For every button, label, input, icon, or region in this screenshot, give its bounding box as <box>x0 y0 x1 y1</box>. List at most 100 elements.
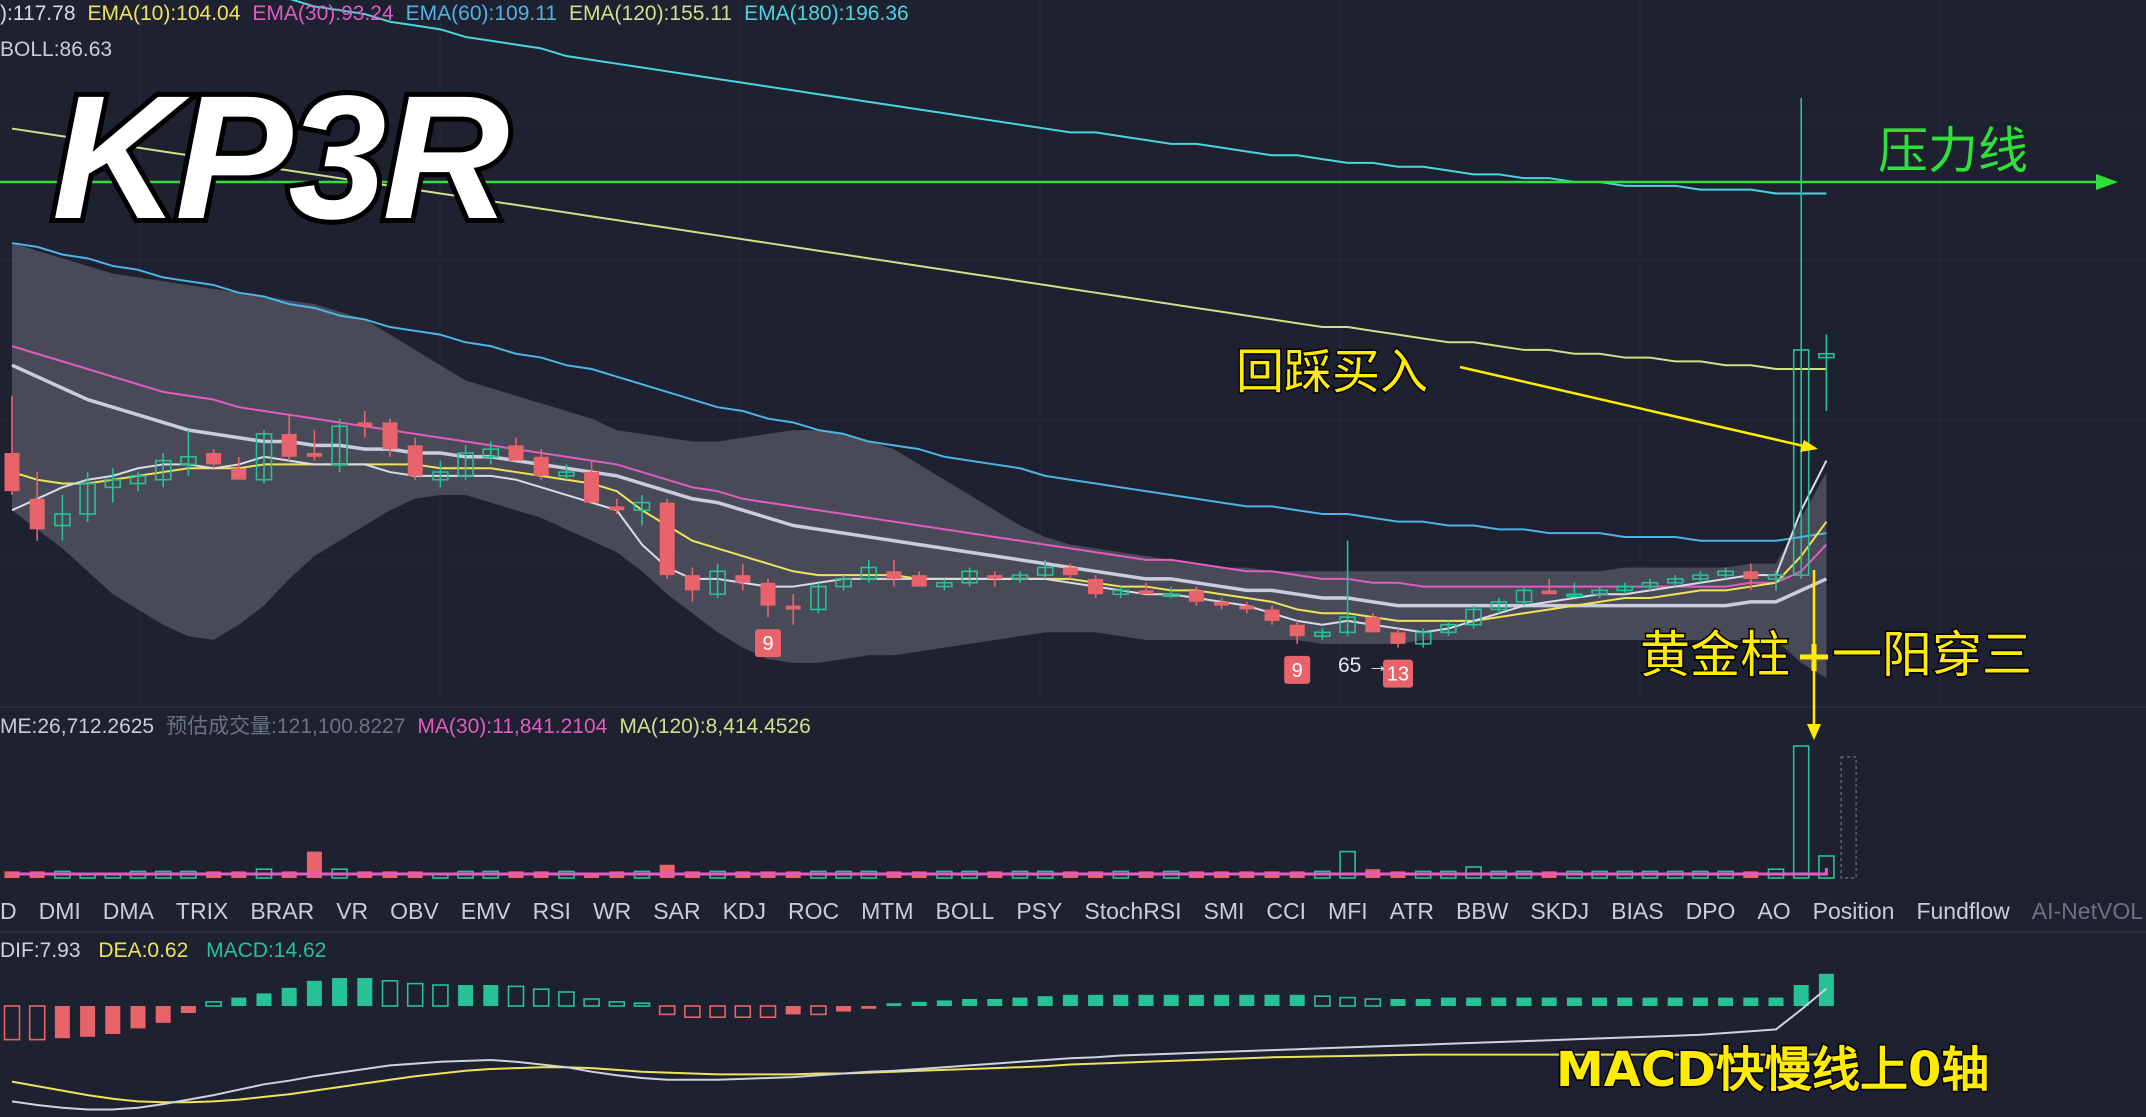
macd-dea-line <box>11 1053 1827 1104</box>
macd-bar <box>861 1006 877 1009</box>
indicator-tab-vr[interactable]: VR <box>336 897 369 924</box>
macd-bar <box>357 978 373 1006</box>
candle-body <box>1011 574 1029 580</box>
candle-body <box>1692 574 1709 580</box>
indicator-tab-cci[interactable]: CCI <box>1266 897 1307 924</box>
candle-body <box>281 433 297 457</box>
td-marker <box>755 629 781 658</box>
macd-bar <box>1440 997 1456 1006</box>
plus-sign <box>1800 644 1828 671</box>
indicator-tab-emv[interactable]: EMV <box>460 897 511 924</box>
indicator-tab-stochrsi[interactable]: StochRSI <box>1084 897 1182 924</box>
candle-body <box>54 513 71 527</box>
macd-bar <box>684 1005 701 1018</box>
ema60-line <box>11 242 1827 542</box>
legend-item: ME:26,712.2625 <box>0 715 154 738</box>
candle-body <box>1414 631 1432 645</box>
indicator-tab-skdj[interactable]: SKDJ <box>1530 897 1590 924</box>
candle-body <box>1541 590 1557 595</box>
volume-bar <box>1339 850 1356 879</box>
candle-body <box>482 448 500 458</box>
macd-bar <box>1214 994 1230 1006</box>
candle-body <box>886 571 902 579</box>
macd-bar <box>381 979 399 1007</box>
indicator-tab-fundflow[interactable]: Fundflow <box>1916 897 2010 924</box>
macd-bar <box>1364 998 1382 1007</box>
indicator-tab-obv[interactable]: OBV <box>390 897 439 924</box>
candle-body <box>1743 571 1759 579</box>
td-marker <box>1383 659 1413 688</box>
candle-body <box>936 581 953 588</box>
candle-body <box>357 422 373 427</box>
macd-bar <box>1793 985 1809 1006</box>
macd-bar <box>1163 994 1179 1006</box>
candle-body <box>1339 616 1356 634</box>
candle-body <box>1717 570 1734 576</box>
indicator-tab-kdj[interactable]: KDJ <box>722 897 767 924</box>
macd-bar <box>836 1006 852 1012</box>
indicator-tab-psy[interactable]: PSY <box>1016 897 1063 924</box>
candle-body <box>180 455 197 466</box>
candle-body <box>1490 601 1508 611</box>
indicator-tab-smi[interactable]: SMI <box>1203 897 1245 924</box>
indicator-tab-d[interactable]: D <box>0 897 17 924</box>
indicator-tab-trix[interactable]: TRIX <box>175 897 229 924</box>
legend-item: EMA(60):109.11 <box>406 2 557 25</box>
macd-bar <box>532 988 550 1007</box>
macd-bar <box>1314 995 1331 1007</box>
candle-body <box>1365 617 1381 633</box>
indicator-tab-dpo[interactable]: DPO <box>1685 897 1736 924</box>
legend-item: EMA(10):104.04 <box>88 2 241 25</box>
macd-bar <box>633 1002 651 1007</box>
indicator-tab-mfi[interactable]: MFI <box>1328 897 1368 924</box>
candle-body <box>1264 609 1280 621</box>
candle-body <box>633 501 651 512</box>
legend-item: MA(30):11,841.2104 <box>417 715 607 738</box>
macd-bar <box>583 998 600 1007</box>
macd-note-label: MACD快慢线上0轴 <box>1556 1042 1989 1098</box>
macd-bar <box>54 1006 70 1039</box>
candle-body <box>684 575 700 591</box>
macd-bar <box>507 985 525 1007</box>
candle-body <box>129 475 147 485</box>
indicator-tab-bias[interactable]: BIAS <box>1611 897 1664 924</box>
main-legend: ):117.78 EMA(10):104.04 EMA(30):93.24 EMA(6… <box>0 2 909 25</box>
macd-bar <box>1339 996 1356 1007</box>
indicator-tab-mtm[interactable]: MTM <box>861 897 914 924</box>
indicator-tab-dma[interactable]: DMA <box>102 897 154 924</box>
candle-body <box>911 575 927 587</box>
macd-bar <box>1188 994 1204 1006</box>
candle-body <box>558 471 575 477</box>
indicator-tab-bbw[interactable]: BBW <box>1455 897 1509 924</box>
candle-body <box>206 452 222 465</box>
indicator-tab-brar[interactable]: BRAR <box>250 897 315 924</box>
candle-body <box>533 456 549 476</box>
macd-bar <box>1541 997 1557 1006</box>
macd-bar <box>709 1005 726 1018</box>
macd-bar <box>936 1000 952 1006</box>
indicator-tab-roc[interactable]: ROC <box>788 897 840 924</box>
candle-body <box>1188 590 1204 602</box>
macd-bar <box>281 987 297 1006</box>
indicator-tab-rsi[interactable]: RSI <box>532 897 571 924</box>
indicator-tab-sar[interactable]: SAR <box>653 897 701 924</box>
macd-bar <box>3 1005 21 1041</box>
indicator-tab-position[interactable]: Position <box>1812 897 1895 924</box>
td-marker-label: 9 <box>762 633 773 655</box>
td-marker-label: 9 <box>1292 660 1303 682</box>
indicator-tab-atr[interactable]: ATR <box>1389 897 1434 924</box>
macd-bar <box>987 999 1003 1006</box>
indicator-tab-dmi[interactable]: DMI <box>38 897 81 924</box>
macd-bar <box>1566 997 1582 1006</box>
macd-bar <box>1768 997 1784 1006</box>
macd-bar <box>1415 999 1431 1006</box>
indicator-tab-boll[interactable]: BOLL <box>935 897 995 924</box>
macd-bar <box>1642 997 1658 1006</box>
indicator-tab-ao[interactable]: AO <box>1757 897 1791 924</box>
volume-bar <box>584 873 600 878</box>
candle-body <box>1062 567 1078 576</box>
indicator-tab-wr[interactable]: WR <box>592 897 632 924</box>
candle-body <box>255 433 273 481</box>
candle-body <box>4 452 20 492</box>
indicator-tab-ai-netvol[interactable]: AI-NetVOL <box>2031 897 2144 924</box>
